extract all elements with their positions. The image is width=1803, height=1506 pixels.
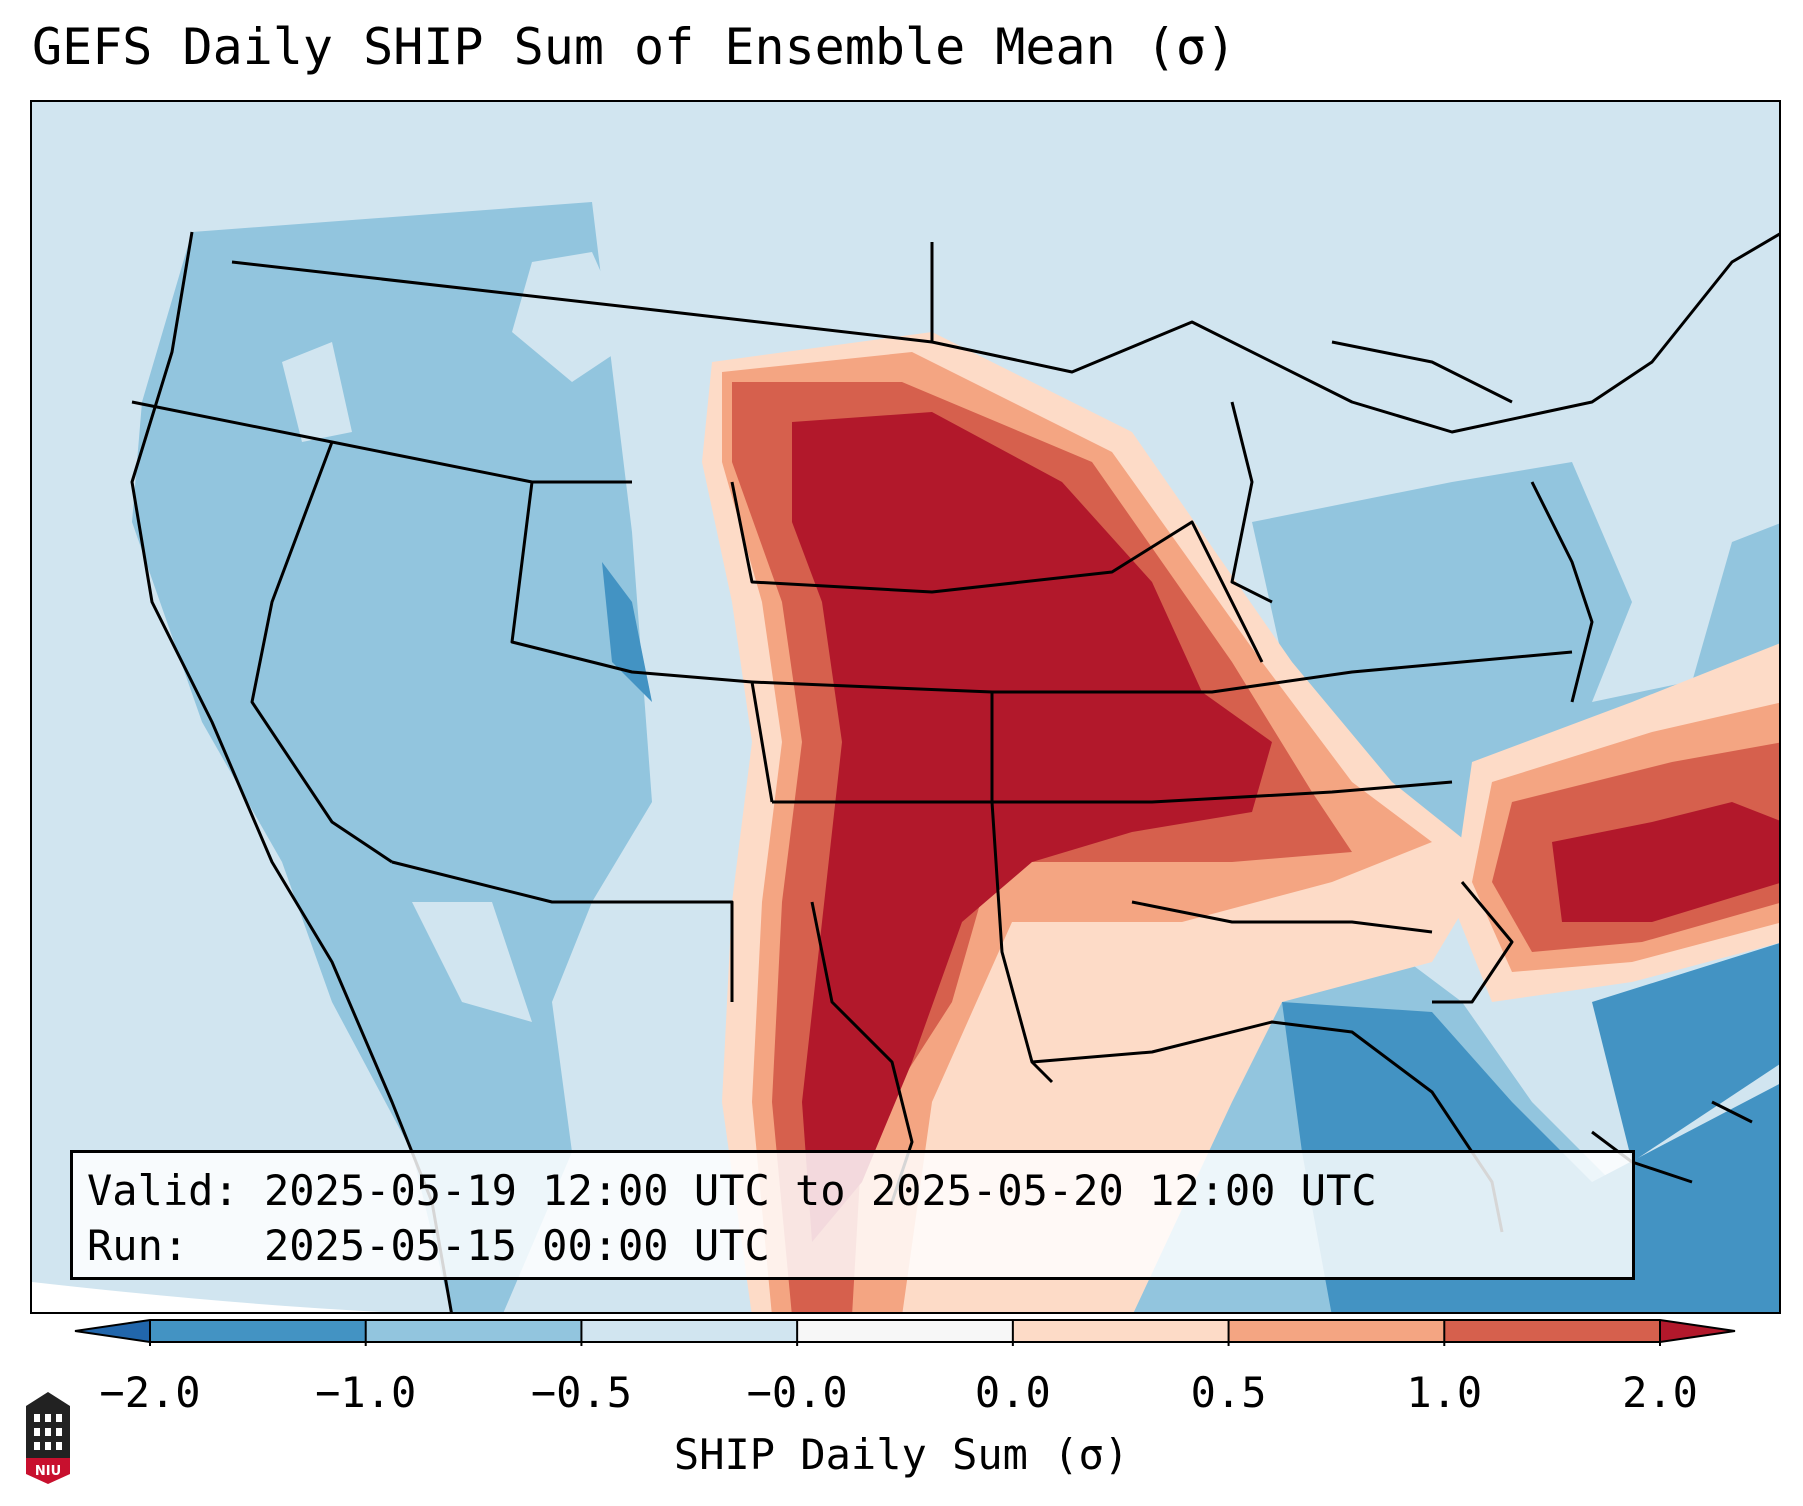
run-label: Run:: [87, 1221, 189, 1270]
colorbar-segments: [150, 1320, 1661, 1342]
niu-tower-icon: NIU: [26, 1392, 70, 1484]
map-title: GEFS Daily SHIP Sum of Ensemble Mean (σ): [32, 18, 1237, 76]
run-value: 2025-05-15 00:00 UTC: [264, 1221, 770, 1270]
state-line: [131, 400, 632, 484]
colorbar-tick-label: 2.0: [1622, 1368, 1698, 1417]
lake-michigan: [1230, 401, 1273, 604]
colorbar-segment: [365, 1320, 582, 1342]
colorbar-segment: [1012, 1320, 1230, 1342]
field-atlantic-max: [1552, 802, 1779, 922]
colorbar-over-arrow: [1660, 1320, 1735, 1342]
florida-coast: [1432, 881, 1514, 1004]
logo-text: NIU: [35, 1464, 61, 1479]
valid-value: 2025-05-19 12:00 UTC to 2025-05-20 12:00…: [264, 1166, 1377, 1215]
colorbar-tick-label: 1.0: [1406, 1368, 1483, 1417]
map-panel[interactable]: Valid: 2025-05-19 12:00 UTC to 2025-05-2…: [30, 100, 1781, 1314]
valid-run-box: Valid: 2025-05-19 12:00 UTC to 2025-05-2…: [70, 1150, 1635, 1280]
colorbar-tick-label: −2.0: [99, 1368, 201, 1417]
colorbar-tick-label: 0.0: [974, 1368, 1051, 1417]
field-negative-northeast: [1692, 523, 1779, 682]
colorbar-tick-label: −1.0: [315, 1368, 417, 1417]
colorbar-tick-label: 0.5: [1190, 1368, 1267, 1417]
colorbar-segment: [797, 1320, 1014, 1342]
field-max-pos: [792, 412, 1272, 1242]
colorbar-segment: [1228, 1320, 1445, 1342]
field-strong-negative-atlantic: [1592, 943, 1779, 1162]
colorbar-outline: [74, 1319, 1736, 1343]
field-patch: [412, 902, 532, 1022]
field-patch: [282, 342, 352, 442]
colorbar-tick-label: −0.0: [746, 1368, 848, 1417]
valid-label: Valid:: [87, 1166, 239, 1215]
projection-edge: [32, 1282, 384, 1312]
colorbar-tick-label: −0.5: [530, 1368, 632, 1417]
colorbar-segment: [1444, 1320, 1661, 1342]
colorbar-segment: [581, 1320, 798, 1342]
colorbar: [74, 1319, 1736, 1346]
colorbar-under-arrow: [75, 1320, 150, 1342]
colorbar-label: SHIP Daily Sum (σ): [673, 1430, 1130, 1479]
map-canvas: [32, 102, 1779, 1312]
field-patch: [512, 252, 632, 382]
colorbar-segment: [150, 1320, 367, 1342]
field-strong-negative-colorado: [602, 562, 652, 702]
canada-border-west: [231, 260, 933, 344]
